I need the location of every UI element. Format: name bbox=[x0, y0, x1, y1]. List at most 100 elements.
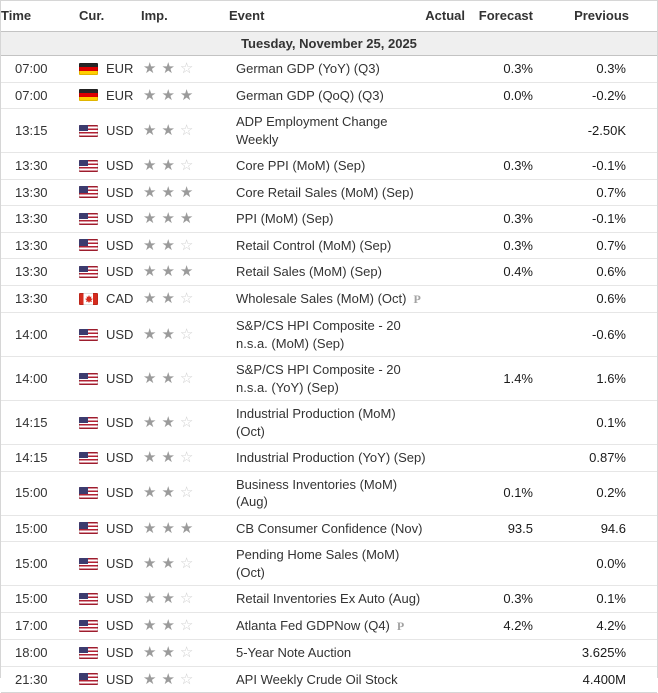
event-name[interactable]: Core PPI (MoM) (Sep) bbox=[229, 153, 425, 179]
star-filled-icon: ★ bbox=[161, 238, 174, 253]
table-row[interactable]: 07:00 EUR ★★☆ German GDP (YoY) (Q3) 0.3%… bbox=[1, 56, 657, 83]
star-empty-icon: ☆ bbox=[180, 415, 193, 430]
table-row[interactable]: 21:30 USD ★★☆ API Weekly Crude Oil Stock… bbox=[1, 667, 657, 693]
currency-cell: USD bbox=[79, 586, 141, 612]
event-name[interactable]: Core Retail Sales (MoM) (Sep) bbox=[229, 180, 425, 206]
event-name[interactable]: German GDP (YoY) (Q3) bbox=[229, 56, 425, 82]
event-name-line: German GDP (QoQ) (Q3) bbox=[236, 87, 425, 105]
column-header-actual: Actual bbox=[425, 7, 465, 25]
event-name[interactable]: Retail Sales (MoM) (Sep) bbox=[229, 259, 425, 285]
previous-value: 0.1% bbox=[533, 586, 629, 612]
event-rows-container: 07:00 EUR ★★☆ German GDP (YoY) (Q3) 0.3%… bbox=[1, 56, 657, 693]
currency-code: CAD bbox=[106, 290, 133, 308]
actual-value bbox=[425, 91, 465, 99]
event-time: 13:30 bbox=[1, 286, 79, 312]
column-header-forecast: Forecast bbox=[465, 7, 533, 25]
event-name[interactable]: Pending Home Sales (MoM)(Oct) bbox=[229, 542, 425, 585]
event-name[interactable]: Business Inventories (MoM)(Aug) bbox=[229, 472, 425, 515]
table-row[interactable]: 07:00 EUR ★★★ German GDP (QoQ) (Q3) 0.0%… bbox=[1, 83, 657, 110]
forecast-value: 93.5 bbox=[465, 516, 533, 542]
us-flag-canton bbox=[79, 417, 88, 424]
event-name[interactable]: Industrial Production (MoM)(Oct) bbox=[229, 401, 425, 444]
table-row[interactable]: 13:30 CAD ★★☆ Wholesale Sales (MoM) (Oct… bbox=[1, 286, 657, 314]
us-flag-canton bbox=[79, 329, 88, 336]
event-name-text: Retail Inventories Ex Auto (Aug) bbox=[236, 591, 420, 606]
importance-stars: ★★☆ bbox=[143, 238, 193, 253]
event-name[interactable]: German GDP (QoQ) (Q3) bbox=[229, 83, 425, 109]
table-row[interactable]: 15:00 USD ★★☆ Retail Inventories Ex Auto… bbox=[1, 586, 657, 613]
us-flag-canton bbox=[79, 647, 88, 654]
star-filled-icon: ★ bbox=[143, 211, 156, 226]
currency-cell: USD bbox=[79, 480, 141, 506]
maple-leaf-icon bbox=[85, 295, 93, 303]
event-name-line: Retail Control (MoM) (Sep) bbox=[236, 237, 425, 255]
importance-stars: ★★★ bbox=[143, 88, 193, 103]
column-header-time: Time bbox=[1, 7, 79, 25]
event-name[interactable]: Retail Control (MoM) (Sep) bbox=[229, 233, 425, 259]
previous-value: 0.2% bbox=[533, 480, 629, 506]
table-row[interactable]: 18:00 USD ★★☆ 5-Year Note Auction 3.625% bbox=[1, 640, 657, 667]
table-row[interactable]: 14:15 USD ★★☆ Industrial Production (YoY… bbox=[1, 445, 657, 472]
us-flag-canton bbox=[79, 373, 88, 380]
event-time: 14:00 bbox=[1, 366, 79, 392]
currency-cell: USD bbox=[79, 516, 141, 542]
currency-cell: USD bbox=[79, 551, 141, 577]
us-flag-canton bbox=[79, 125, 88, 132]
event-name-text: Wholesale Sales (MoM) (Oct) bbox=[236, 291, 406, 306]
table-row[interactable]: 13:30 USD ★★★ PPI (MoM) (Sep) 0.3% -0.1% bbox=[1, 206, 657, 233]
event-name[interactable]: Retail Inventories Ex Auto (Aug) bbox=[229, 586, 425, 612]
star-filled-icon: ★ bbox=[143, 291, 156, 306]
star-filled-icon: ★ bbox=[161, 88, 174, 103]
event-name-text: Weekly bbox=[236, 132, 278, 147]
star-empty-icon: ☆ bbox=[180, 645, 193, 660]
previous-value: 3.625% bbox=[533, 640, 629, 666]
flag-icon-us bbox=[79, 213, 98, 225]
currency-cell: USD bbox=[79, 445, 141, 471]
flag-icon-us bbox=[79, 487, 98, 499]
table-row[interactable]: 14:15 USD ★★☆ Industrial Production (MoM… bbox=[1, 401, 657, 445]
currency-cell: USD bbox=[79, 640, 141, 666]
forecast-value: 0.3% bbox=[465, 586, 533, 612]
event-name[interactable]: 5-Year Note Auction bbox=[229, 640, 425, 666]
table-row[interactable]: 13:30 USD ★★☆ Retail Control (MoM) (Sep)… bbox=[1, 233, 657, 260]
event-name[interactable]: Industrial Production (YoY) (Sep) bbox=[229, 445, 425, 471]
event-name[interactable]: CB Consumer Confidence (Nov) bbox=[229, 516, 425, 542]
star-filled-icon: ★ bbox=[161, 415, 174, 430]
event-name[interactable]: PPI (MoM) (Sep) bbox=[229, 206, 425, 232]
event-name-text: Retail Sales (MoM) (Sep) bbox=[236, 264, 382, 279]
actual-value bbox=[425, 65, 465, 73]
table-row[interactable]: 13:30 USD ★★☆ Core PPI (MoM) (Sep) 0.3% … bbox=[1, 153, 657, 180]
table-row[interactable]: 15:00 USD ★★☆ Pending Home Sales (MoM)(O… bbox=[1, 542, 657, 586]
forecast-value bbox=[465, 127, 533, 135]
table-row[interactable]: 17:00 USD ★★☆ Atlanta Fed GDPNow (Q4)P 4… bbox=[1, 613, 657, 641]
star-empty-icon: ☆ bbox=[180, 327, 193, 342]
event-name-text: Retail Control (MoM) (Sep) bbox=[236, 238, 391, 253]
star-filled-icon: ★ bbox=[143, 238, 156, 253]
event-time: 13:30 bbox=[1, 259, 79, 285]
table-row[interactable]: 15:00 USD ★★☆ Business Inventories (MoM)… bbox=[1, 472, 657, 516]
importance-cell: ★★★ bbox=[141, 516, 229, 542]
date-header-bar: Tuesday, November 25, 2025 bbox=[1, 31, 657, 56]
currency-code: USD bbox=[106, 326, 133, 344]
previous-value: 0.3% bbox=[533, 56, 629, 82]
event-name[interactable]: Wholesale Sales (MoM) (Oct)P bbox=[229, 286, 425, 313]
star-filled-icon: ★ bbox=[161, 291, 174, 306]
star-filled-icon: ★ bbox=[143, 618, 156, 633]
us-flag-canton bbox=[79, 620, 88, 627]
table-row[interactable]: 13:30 USD ★★★ Retail Sales (MoM) (Sep) 0… bbox=[1, 259, 657, 286]
table-row[interactable]: 15:00 USD ★★★ CB Consumer Confidence (No… bbox=[1, 516, 657, 543]
event-time: 18:00 bbox=[1, 640, 79, 666]
star-empty-icon: ☆ bbox=[180, 556, 193, 571]
table-row[interactable]: 13:30 USD ★★★ Core Retail Sales (MoM) (S… bbox=[1, 180, 657, 207]
star-filled-icon: ★ bbox=[161, 264, 174, 279]
event-name[interactable]: Atlanta Fed GDPNow (Q4)P bbox=[229, 613, 425, 640]
star-empty-icon: ☆ bbox=[180, 485, 193, 500]
forecast-value bbox=[465, 295, 533, 303]
event-name[interactable]: API Weekly Crude Oil Stock bbox=[229, 667, 425, 693]
